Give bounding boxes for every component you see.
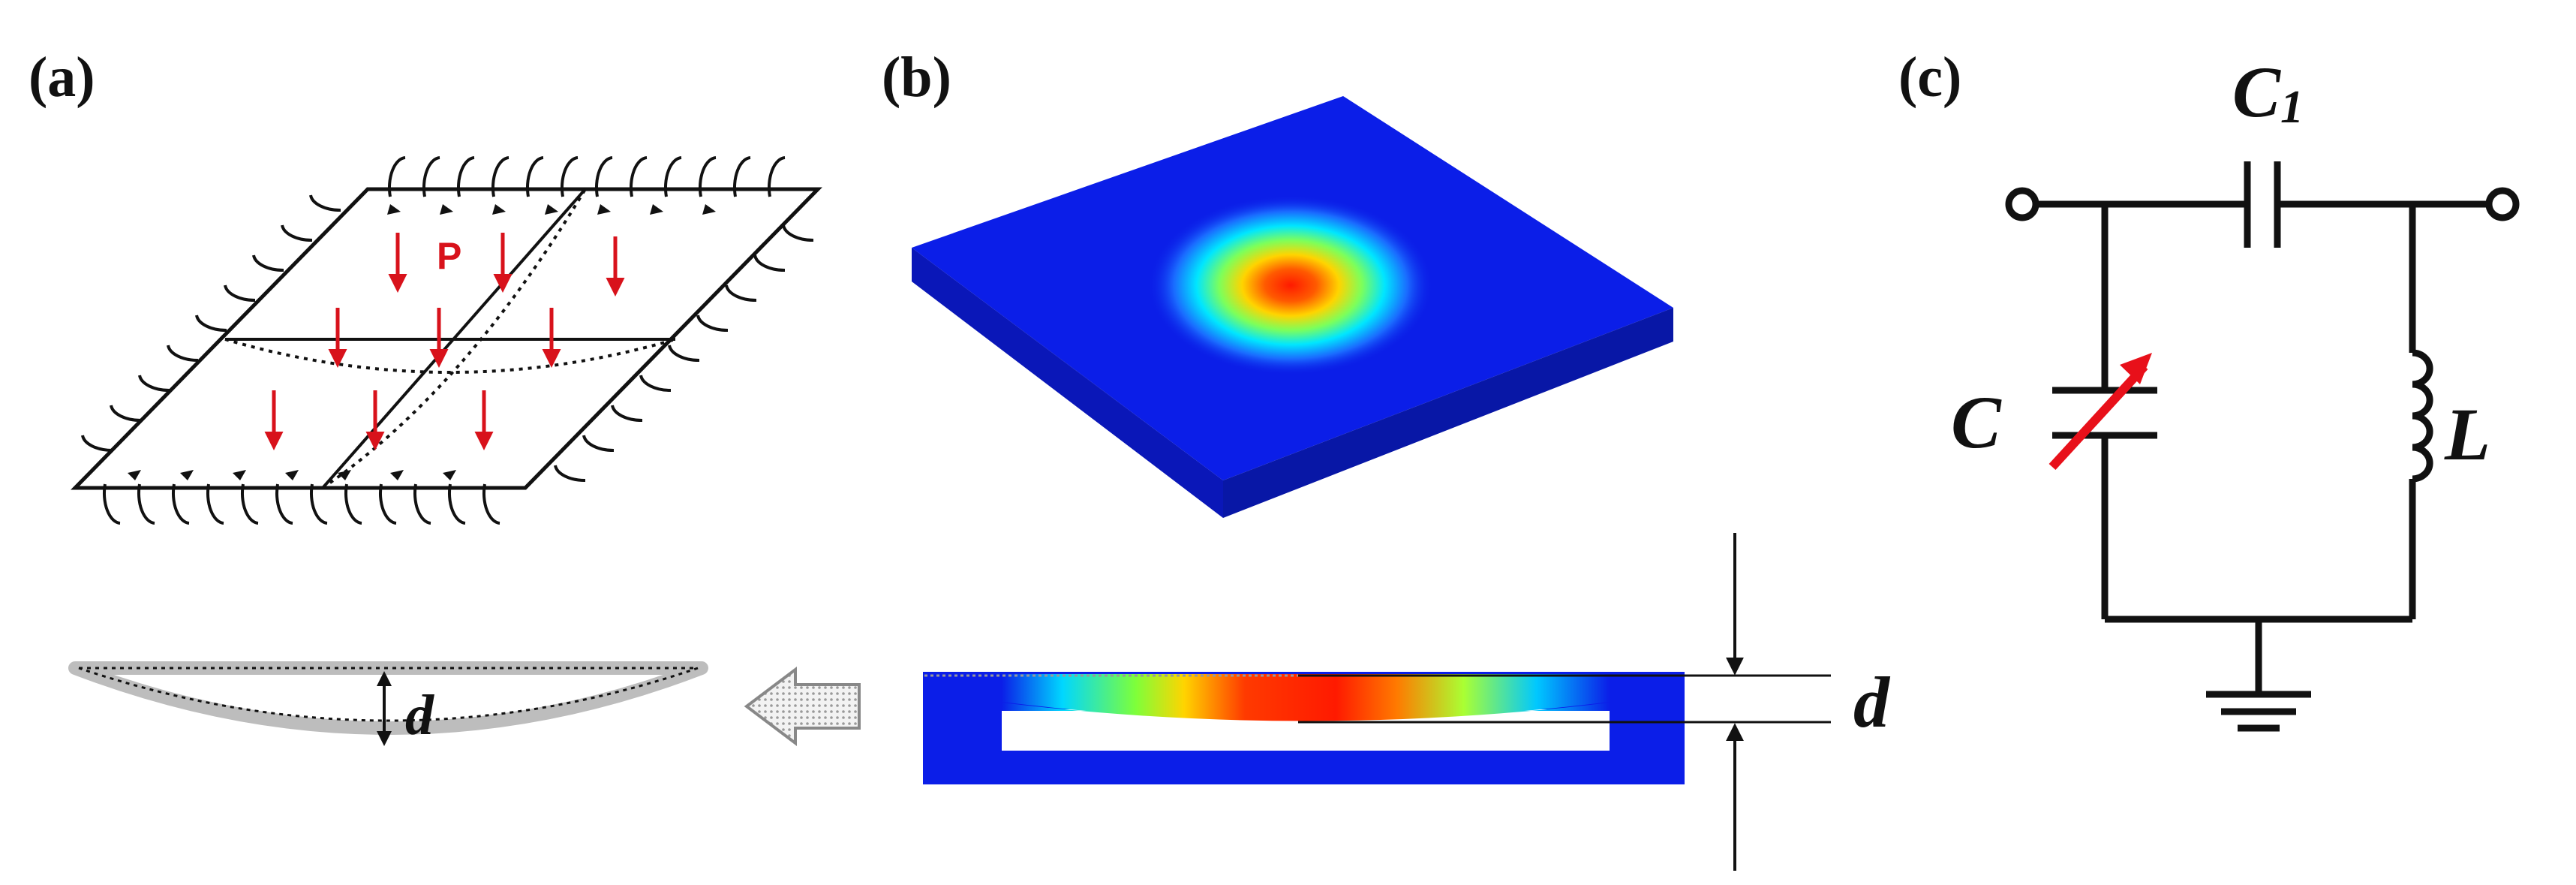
terminal-right [2485, 187, 2520, 221]
membrane-dotted-curve [78, 667, 699, 722]
membrane-deflection-label: d [405, 684, 434, 747]
capacitor-c-label: C [1951, 381, 2002, 464]
terminal-left [2005, 187, 2039, 221]
load-arrows [264, 233, 625, 450]
moment-icons-bottom [103, 483, 500, 525]
inductor-l-label: L [2444, 393, 2490, 476]
cavity-deflection-label: d [1853, 662, 1891, 742]
edge-arrowheads [128, 204, 716, 480]
c1-sub: 1 [2280, 82, 2304, 133]
moment-icons-left [81, 194, 341, 453]
panel-a-label: (a) [29, 46, 95, 109]
plate-3d-hotspot [1148, 195, 1433, 375]
panel-b-label: (b) [882, 46, 951, 109]
capacitor-c1-label: C1 [2232, 52, 2304, 133]
plate-3d-left-side [912, 248, 1223, 518]
load-label: P [437, 235, 461, 277]
membrane-section [68, 661, 708, 735]
inductor-l [2412, 349, 2433, 483]
plate-3d-right-side [1223, 308, 1673, 518]
moment-icons-top [388, 156, 786, 197]
panel-c: (c) [1898, 46, 2520, 732]
plate-outline [71, 187, 822, 490]
moment-icons-right [554, 224, 814, 483]
variable-arrow-icon [2048, 363, 2148, 471]
c1-main: C [2232, 52, 2281, 132]
deformed-membrane [1002, 674, 1610, 721]
panel-b: (b) d [882, 46, 1891, 871]
variable-arrowhead [2120, 353, 2152, 384]
circuit [2005, 161, 2520, 732]
membrane-cavity-cut [1002, 703, 1610, 721]
deflection-curve-x [224, 338, 676, 374]
panel-c-label: (c) [1898, 46, 1961, 109]
panel-a: (a) [29, 46, 861, 747]
hollow-arrow-icon [744, 666, 861, 747]
